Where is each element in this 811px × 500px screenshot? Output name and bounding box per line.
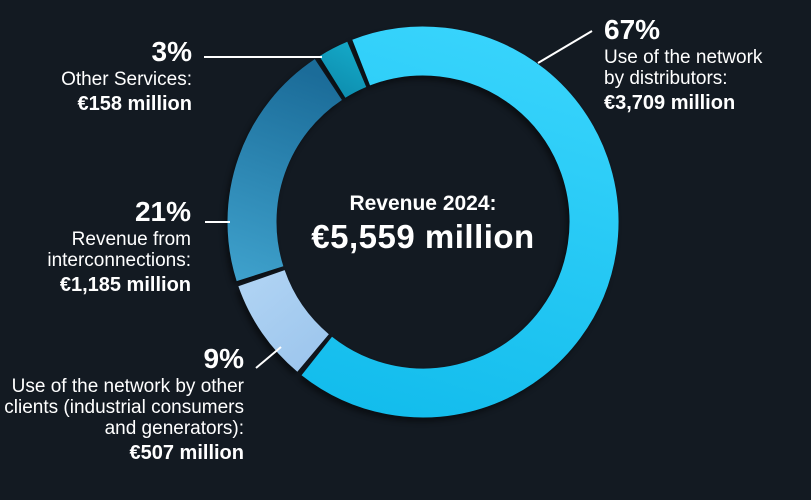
- donut-segment-distributors: [301, 26, 619, 418]
- callout-other-clients-desc: Use of the network by other clients (ind…: [4, 376, 244, 439]
- callout-other-services-value: €158 million: [77, 93, 193, 115]
- donut-segment-other-clients: [238, 269, 330, 372]
- callout-other-services-pct: 3%: [151, 36, 192, 67]
- callout-distributors-desc: Use of the network by distributors:: [604, 47, 763, 89]
- donut-segment-other-services: [319, 41, 367, 99]
- callout-other-clients: 9% Use of the network by other clients (…: [4, 343, 245, 465]
- callout-other-services-desc: Other Services:: [61, 69, 192, 90]
- callout-other-services: 3% Other Services: €158 million: [61, 36, 193, 116]
- callout-interconnections: 21% Revenue from interconnections: €1,18…: [47, 196, 191, 297]
- donut-segments: [227, 26, 619, 418]
- callout-distributors-pct: 67%: [604, 14, 661, 45]
- callout-other-clients-pct: 9%: [203, 343, 244, 374]
- callout-distributors: 67% Use of the network by distributors: …: [604, 14, 763, 115]
- revenue-year-title: Revenue 2024:: [349, 192, 497, 215]
- leader-line-distributors: [537, 30, 593, 64]
- leader-line-other-clients: [255, 346, 282, 369]
- revenue-total-value: €5,559 million: [311, 218, 535, 255]
- callout-interconnections-value: €1,185 million: [59, 274, 191, 296]
- callout-interconnections-pct: 21%: [134, 196, 191, 227]
- callout-distributors-value: €3,709 million: [604, 92, 736, 114]
- donut-segment-interconnections: [227, 59, 343, 282]
- donut-center-label: Revenue 2024: €5,559 million: [273, 191, 573, 255]
- callout-interconnections-desc: Revenue from interconnections:: [47, 229, 191, 271]
- callout-other-clients-value: €507 million: [129, 442, 245, 464]
